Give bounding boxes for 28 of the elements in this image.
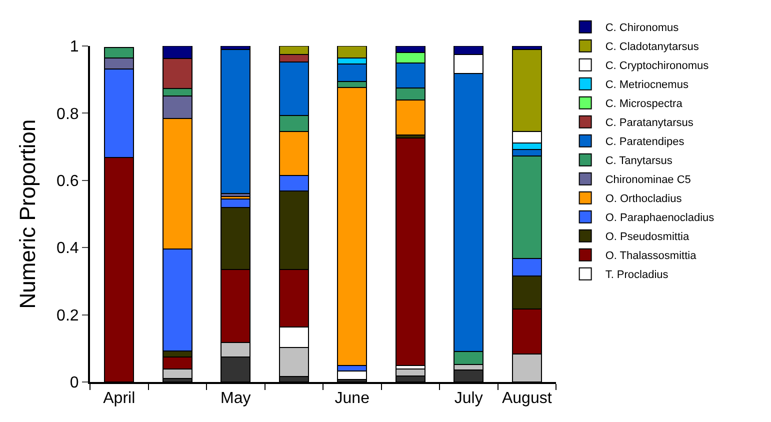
legend-label: C. Metriocnemus bbox=[605, 79, 689, 92]
y-tick-label: 0.8 bbox=[56, 106, 79, 123]
bar bbox=[395, 138, 426, 366]
legend-label: C. Chironomus bbox=[605, 22, 680, 34]
legend-label: O. Paraphaenocladius bbox=[605, 212, 715, 224]
x-tick-label: August bbox=[502, 390, 552, 408]
y-tick-label: 1 bbox=[70, 38, 79, 56]
bar bbox=[220, 49, 251, 194]
legend-label: Chironominae C5 bbox=[605, 174, 691, 186]
y-tick-label: 0.2 bbox=[56, 307, 79, 324]
legend-label: C. Microspectra bbox=[605, 98, 684, 110]
legend-label: C. Cladotanytarsus bbox=[605, 41, 700, 54]
y-axis-title: Numeric Proportion bbox=[14, 119, 40, 309]
legend-label: T. Procladius bbox=[605, 269, 669, 282]
x-tick-label: July bbox=[454, 390, 483, 408]
x-tick-label: May bbox=[220, 390, 251, 408]
y-tick-label: 0.6 bbox=[56, 173, 79, 190]
x-tick-label: April bbox=[103, 390, 136, 408]
legend-label: C. Tanytarsus bbox=[605, 155, 673, 168]
x-tick-label: June bbox=[334, 390, 370, 408]
legend-label: C. Paratanytarsus bbox=[605, 117, 694, 130]
legend-label: C. Cryptochironomus bbox=[605, 60, 710, 72]
y-tick-label: 0 bbox=[70, 374, 79, 392]
legend-label: O. Orthocladius bbox=[605, 193, 682, 206]
legend-label: C. Paratendipes bbox=[605, 136, 685, 148]
legend-label: O. Pseudosmittia bbox=[605, 231, 690, 244]
y-tick-label: 0.4 bbox=[56, 240, 79, 258]
legend-label: O. Thalassosmittia bbox=[605, 250, 698, 262]
